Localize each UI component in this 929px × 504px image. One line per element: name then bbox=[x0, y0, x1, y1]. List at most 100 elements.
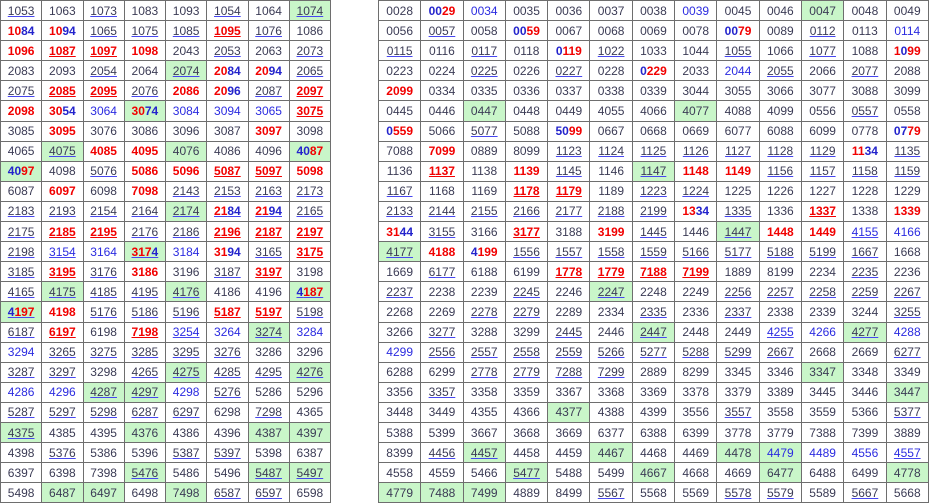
number-cell[interactable]: 5477 bbox=[504, 462, 549, 484]
number-cell[interactable]: 4165 bbox=[0, 281, 43, 303]
number-cell[interactable]: 5188 bbox=[758, 241, 802, 263]
number-cell[interactable]: 2259 bbox=[843, 281, 887, 303]
number-cell[interactable]: 4187 bbox=[288, 281, 332, 303]
number-cell[interactable]: 4155 bbox=[843, 221, 887, 243]
number-cell[interactable]: 4075 bbox=[41, 140, 84, 162]
number-cell[interactable]: 5177 bbox=[716, 241, 760, 263]
number-cell[interactable]: 1022 bbox=[589, 40, 633, 62]
number-cell[interactable]: 4195 bbox=[123, 281, 167, 303]
number-cell[interactable]: 1167 bbox=[377, 180, 422, 202]
number-cell[interactable]: 2256 bbox=[716, 281, 760, 303]
number-cell[interactable]: 1097 bbox=[82, 40, 125, 62]
number-cell[interactable]: 5077 bbox=[462, 120, 506, 142]
number-cell[interactable]: 4177 bbox=[377, 241, 422, 263]
number-cell[interactable]: 3277 bbox=[420, 321, 464, 343]
number-cell[interactable]: 4557 bbox=[885, 442, 929, 464]
number-cell[interactable]: 1054 bbox=[206, 0, 249, 22]
number-cell[interactable]: 1075 bbox=[123, 20, 167, 42]
number-cell[interactable]: 2278 bbox=[462, 301, 506, 323]
number-cell[interactable]: 5667 bbox=[843, 482, 887, 504]
number-cell[interactable]: 4295 bbox=[247, 361, 290, 383]
number-cell[interactable]: 2559 bbox=[547, 341, 591, 363]
number-cell[interactable]: 1053 bbox=[0, 0, 43, 22]
number-cell[interactable]: 2556 bbox=[420, 341, 464, 363]
number-cell[interactable]: 4456 bbox=[420, 442, 464, 464]
number-cell[interactable]: 2153 bbox=[206, 180, 249, 202]
number-cell[interactable]: 1076 bbox=[247, 20, 290, 42]
number-cell[interactable]: 2175 bbox=[0, 221, 43, 243]
number-cell[interactable]: 2267 bbox=[885, 281, 929, 303]
number-cell[interactable]: 1445 bbox=[631, 221, 676, 243]
number-cell[interactable]: 0115 bbox=[377, 40, 422, 62]
number-cell[interactable]: 1557 bbox=[547, 241, 591, 263]
number-cell[interactable]: 5087 bbox=[206, 160, 249, 182]
number-cell[interactable]: 2055 bbox=[758, 60, 802, 82]
number-cell[interactable]: 2077 bbox=[843, 60, 887, 82]
number-cell[interactable]: 2197 bbox=[288, 221, 332, 243]
number-cell[interactable]: 2076 bbox=[123, 80, 167, 102]
number-cell[interactable]: 5277 bbox=[631, 341, 676, 363]
number-cell[interactable]: 3276 bbox=[206, 341, 249, 363]
number-cell[interactable]: 3274 bbox=[247, 321, 290, 343]
number-cell[interactable]: 2165 bbox=[288, 200, 332, 223]
number-cell[interactable]: 7298 bbox=[247, 401, 290, 423]
number-cell[interactable]: 2196 bbox=[206, 221, 249, 243]
number-cell[interactable]: 3185 bbox=[0, 261, 43, 283]
number-cell[interactable]: 5276 bbox=[206, 381, 249, 403]
number-cell[interactable]: 2163 bbox=[247, 180, 290, 202]
number-cell[interactable]: 1667 bbox=[843, 241, 887, 263]
number-cell[interactable]: 2097 bbox=[288, 80, 332, 102]
number-cell[interactable]: 1558 bbox=[589, 241, 633, 263]
number-cell[interactable]: 2143 bbox=[164, 180, 208, 202]
number-cell[interactable]: 2667 bbox=[758, 341, 802, 363]
number-cell[interactable]: 4277 bbox=[843, 321, 887, 343]
number-cell[interactable]: 4285 bbox=[206, 361, 249, 383]
number-cell[interactable]: 1128 bbox=[758, 140, 802, 162]
number-cell[interactable]: 1065 bbox=[82, 20, 125, 42]
number-cell[interactable]: 5567 bbox=[589, 482, 633, 504]
number-cell[interactable]: 3197 bbox=[247, 261, 290, 283]
number-cell[interactable]: 4175 bbox=[41, 281, 84, 303]
number-cell[interactable]: 7188 bbox=[631, 261, 676, 283]
number-cell[interactable]: 5578 bbox=[716, 482, 760, 504]
number-cell[interactable]: 5176 bbox=[82, 301, 125, 323]
number-cell[interactable]: 0057 bbox=[420, 20, 464, 42]
number-cell[interactable]: 3297 bbox=[41, 361, 84, 383]
number-cell[interactable]: 7199 bbox=[674, 261, 718, 283]
number-cell[interactable]: 2557 bbox=[462, 341, 506, 363]
number-cell[interactable]: 7299 bbox=[589, 361, 633, 383]
number-cell[interactable]: 2558 bbox=[504, 341, 549, 363]
number-cell[interactable]: 5166 bbox=[674, 241, 718, 263]
number-cell[interactable]: 7288 bbox=[547, 361, 591, 383]
number-cell[interactable]: 4265 bbox=[123, 361, 167, 383]
number-cell[interactable]: 2053 bbox=[206, 40, 249, 62]
number-cell[interactable]: 3285 bbox=[123, 341, 167, 363]
number-cell[interactable]: 2073 bbox=[288, 40, 332, 62]
number-cell[interactable]: 1123 bbox=[547, 140, 591, 162]
number-cell[interactable]: 1157 bbox=[800, 160, 845, 182]
number-cell[interactable]: 6177 bbox=[420, 261, 464, 283]
number-cell[interactable]: 2337 bbox=[716, 301, 760, 323]
number-cell[interactable]: 4197 bbox=[0, 301, 43, 323]
number-cell[interactable]: 0117 bbox=[462, 40, 506, 62]
number-cell[interactable]: 2187 bbox=[247, 221, 290, 243]
number-cell[interactable]: 1447 bbox=[716, 221, 760, 243]
number-cell[interactable]: 6287 bbox=[123, 401, 167, 423]
number-cell[interactable]: 1095 bbox=[206, 20, 249, 42]
number-cell[interactable]: 1179 bbox=[547, 180, 591, 202]
number-cell[interactable]: 2237 bbox=[377, 281, 422, 303]
number-cell[interactable]: 1223 bbox=[631, 180, 676, 202]
number-cell[interactable]: 2335 bbox=[631, 301, 676, 323]
number-cell[interactable]: 5097 bbox=[247, 160, 290, 182]
number-cell[interactable]: 2087 bbox=[247, 80, 290, 102]
number-cell[interactable]: 2184 bbox=[206, 200, 249, 223]
number-cell[interactable]: 1779 bbox=[589, 261, 633, 283]
number-cell[interactable]: 5487 bbox=[247, 462, 290, 484]
number-cell[interactable]: 5186 bbox=[123, 301, 167, 323]
number-cell[interactable]: 5377 bbox=[885, 401, 929, 423]
number-cell[interactable]: 1147 bbox=[631, 160, 676, 182]
number-cell[interactable]: 2095 bbox=[82, 80, 125, 102]
number-cell[interactable]: 5476 bbox=[123, 462, 167, 484]
number-cell[interactable]: 0227 bbox=[547, 60, 591, 82]
number-cell[interactable]: 3275 bbox=[82, 341, 125, 363]
